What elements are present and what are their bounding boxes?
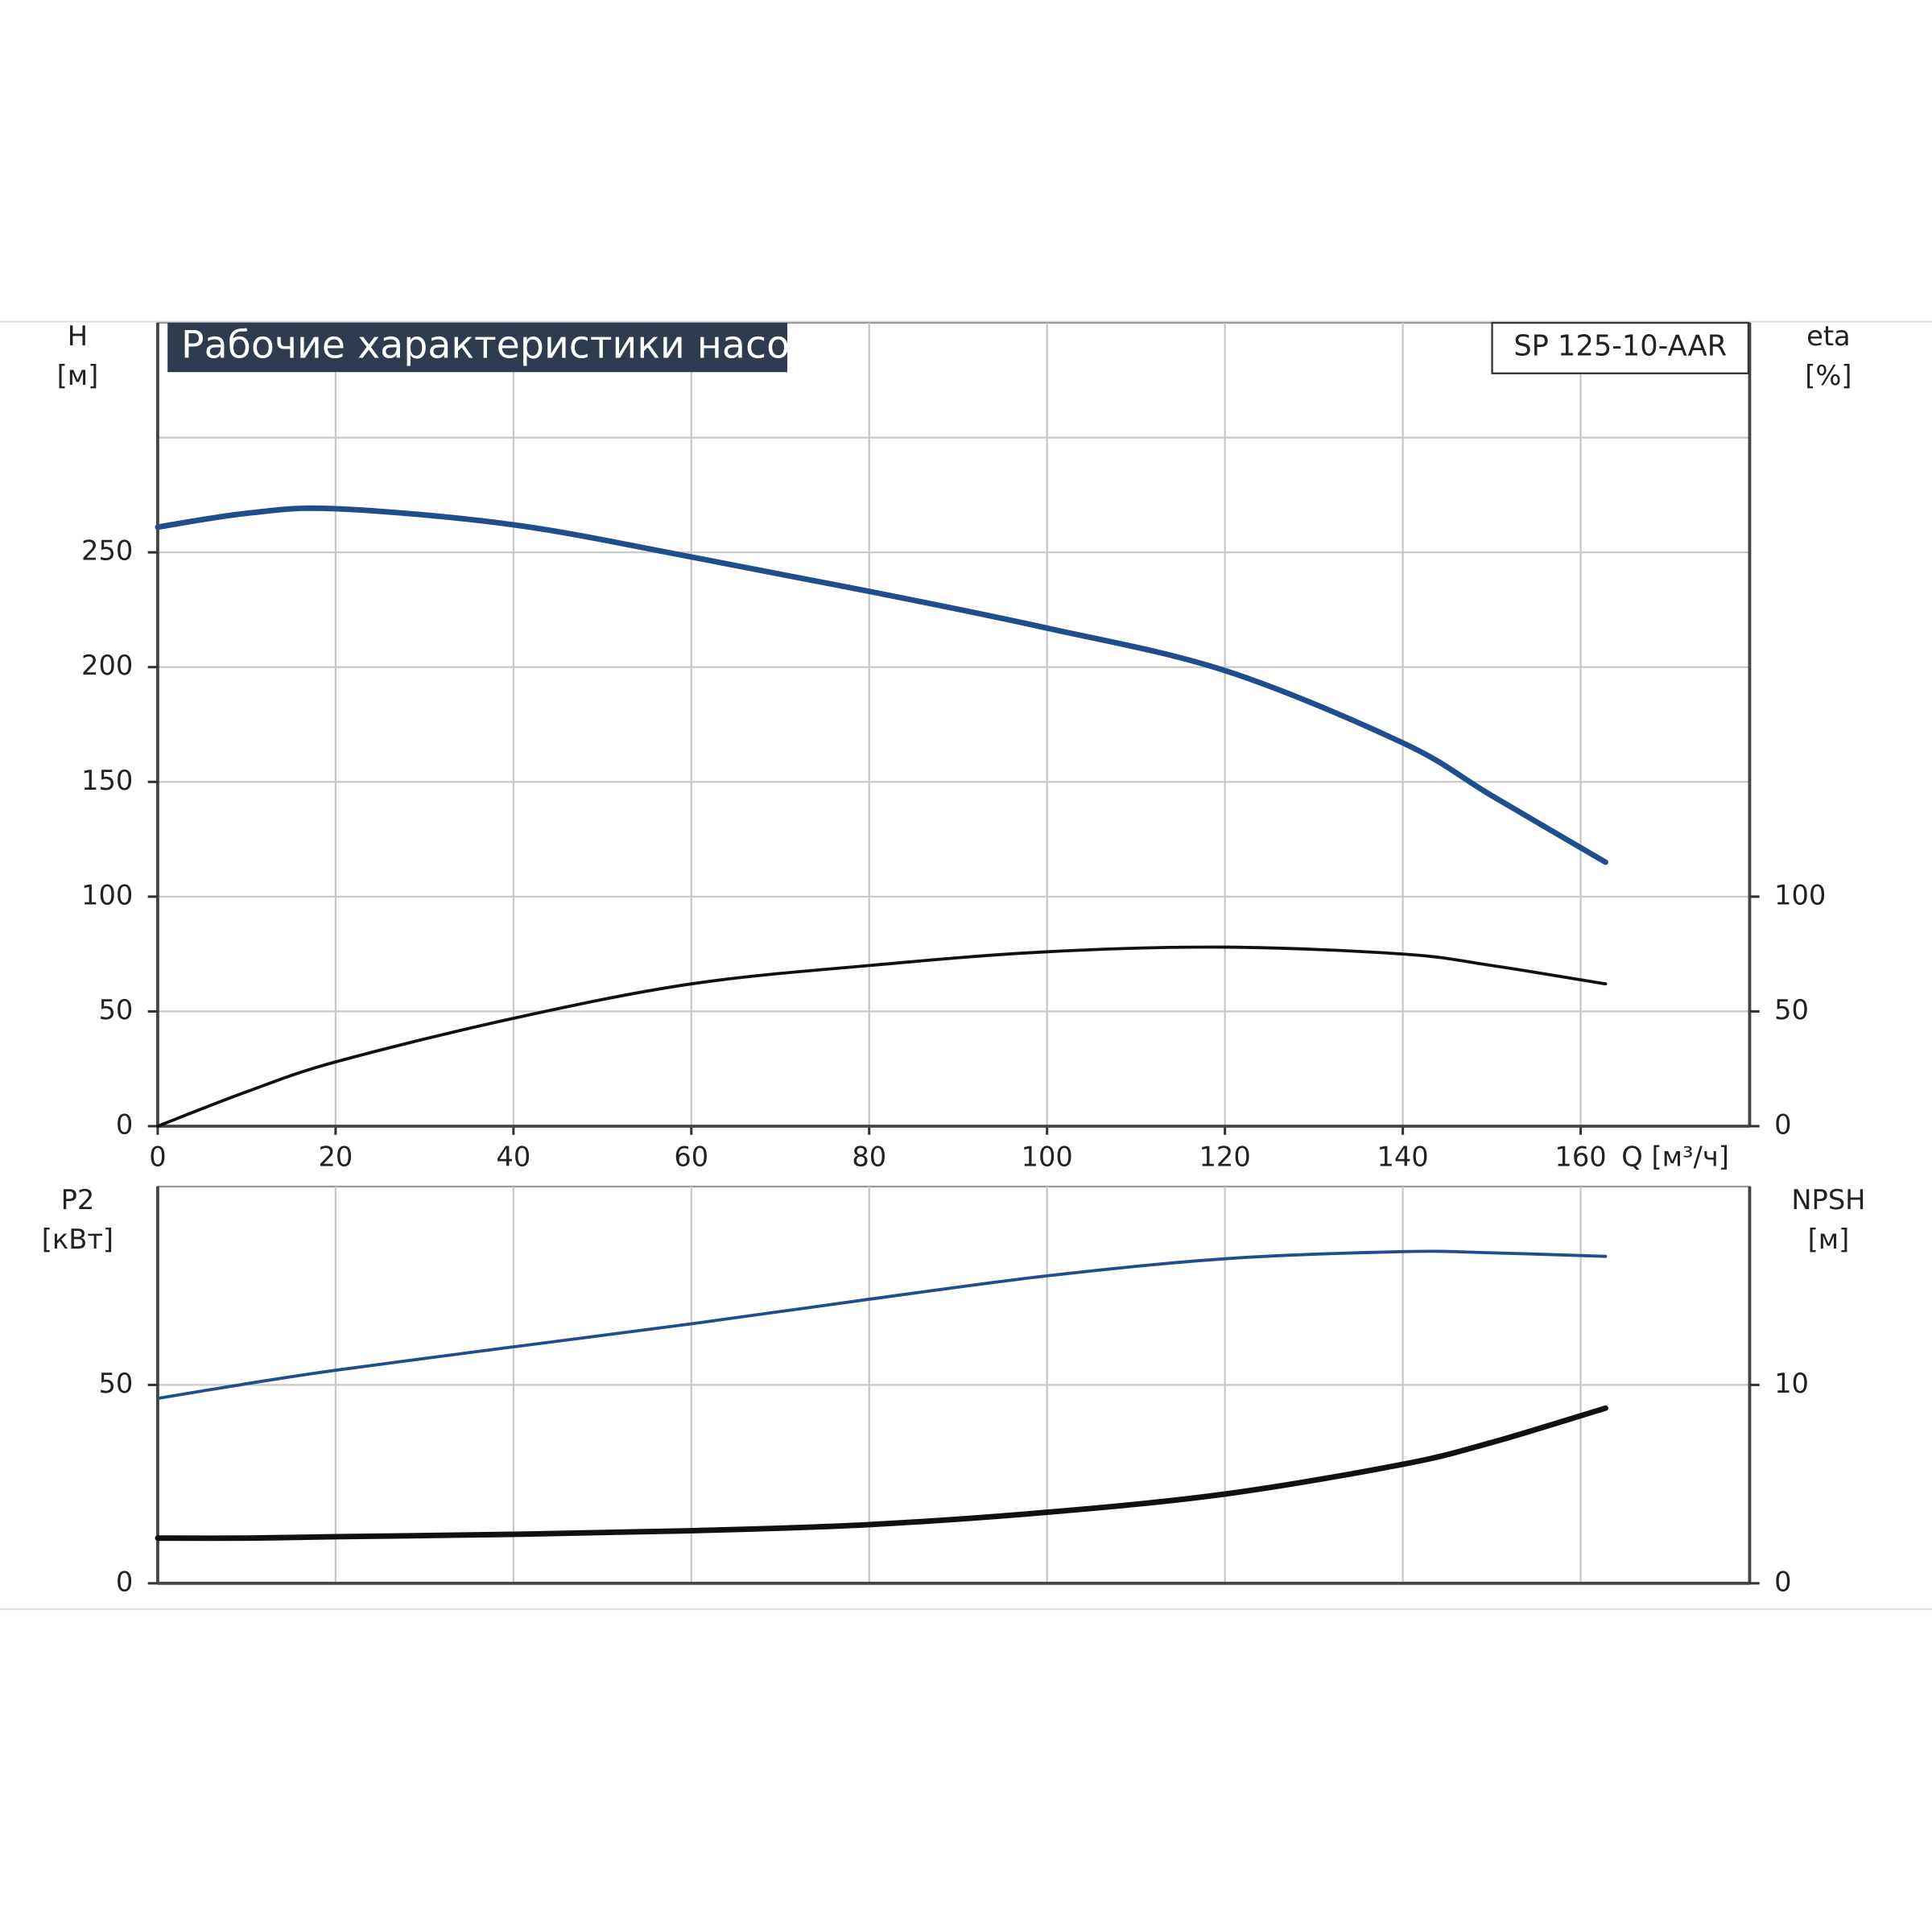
- series-line: [155, 505, 1608, 865]
- x-tick-label: 40: [496, 1141, 530, 1172]
- x-tick-label: 100: [1022, 1141, 1073, 1172]
- series-line: [156, 1249, 1608, 1401]
- y2-tick-label: 0: [1774, 1108, 1791, 1140]
- y2-axis-label: NPSH: [1791, 1184, 1865, 1216]
- y-axis-label: [кВт]: [42, 1224, 114, 1255]
- title-box: [167, 323, 788, 373]
- y2-axis-label: [%]: [1805, 360, 1852, 391]
- y2-tick-label: 0: [1774, 1566, 1791, 1597]
- x-tick-label: 0: [149, 1141, 166, 1172]
- y-tick-label: 50: [98, 1368, 133, 1399]
- y2-axis-label: eta: [1806, 320, 1851, 352]
- y-tick-label: 150: [81, 765, 133, 796]
- y2-tick-label: 50: [1774, 994, 1809, 1026]
- y-axis-label: P2: [61, 1184, 95, 1216]
- x-tick-label: 120: [1199, 1141, 1251, 1172]
- y-tick-label: 200: [81, 650, 133, 681]
- y-axis-label: [м]: [57, 360, 99, 391]
- x-axis-label: Q [м³/ч]: [1621, 1141, 1729, 1172]
- y2-tick-label: 100: [1774, 879, 1826, 910]
- y-tick-label: 0: [116, 1108, 133, 1140]
- y2-axis-label: [м]: [1808, 1224, 1850, 1255]
- model-label: SP 125-10-AAR: [1513, 330, 1727, 363]
- chart-title: Рабочие характеристики насоса: [181, 324, 834, 368]
- plots: 0 20 40 60 80 100 120 140 1600501001502002500501…: [42, 320, 1866, 1597]
- x-tick-label: 140: [1377, 1141, 1428, 1172]
- x-tick-label: 60: [674, 1141, 708, 1172]
- series-line: [156, 945, 1608, 1128]
- plot-frame: [156, 321, 1751, 1128]
- y2-tick-label: 10: [1774, 1368, 1809, 1399]
- x-tick-label: 80: [852, 1141, 886, 1172]
- y-axis-label: H: [68, 320, 88, 352]
- y-tick-label: 100: [81, 879, 133, 910]
- y-tick-label: 250: [81, 535, 133, 567]
- y-tick-label: 0: [116, 1566, 133, 1597]
- model-box: [1491, 321, 1750, 374]
- y-tick-label: 50: [98, 994, 133, 1026]
- x-tick-label: 160: [1554, 1141, 1606, 1172]
- series-line: [155, 1405, 1608, 1542]
- x-tick-label: 20: [318, 1141, 353, 1172]
